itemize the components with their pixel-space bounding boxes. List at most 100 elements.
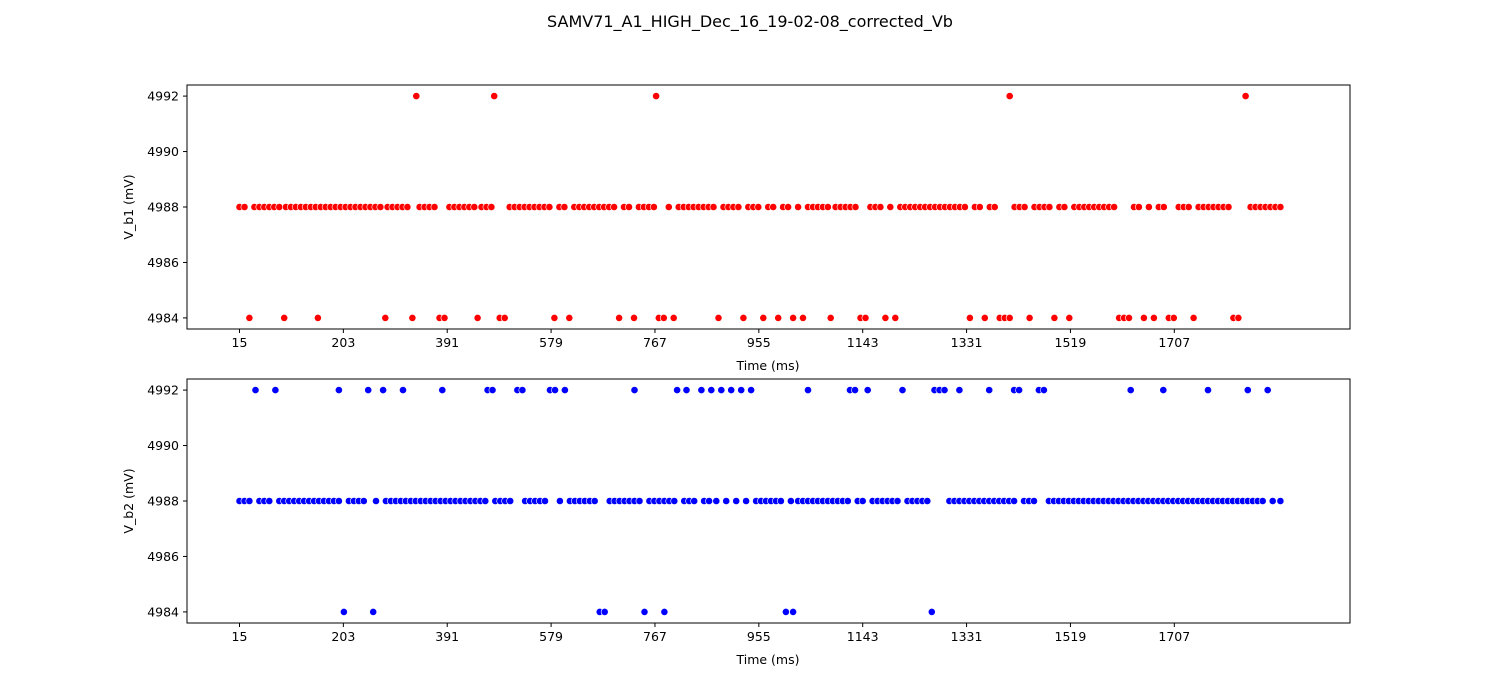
vb1-point [550,313,559,322]
vb2-point [717,386,726,394]
vb1-point [881,313,890,322]
vb2-point [682,386,691,394]
vb2-point [893,497,902,505]
vb2-point [727,386,736,394]
vb1-point [1145,203,1153,211]
vb2-point [334,497,343,505]
vb1-point [734,203,743,211]
vb1-point [1159,203,1168,211]
vb2-point [590,497,599,505]
vb1-point [759,313,768,322]
vb1-point [784,203,792,211]
vb2-point [1015,386,1023,394]
vb2-point [339,608,348,616]
vb1-point [1025,313,1034,322]
vb1-point [313,313,322,322]
vb1-point [1224,203,1233,211]
figure-title: SAMV71_A1_HIGH_Dec_16_19-02-08_corrected… [547,12,953,32]
vb2-point [518,386,527,394]
vb2-point [1258,497,1267,505]
vb2-point [858,497,867,505]
vb1-point [769,203,778,211]
vb2-x-tick-label: 203 [331,629,355,644]
vb2-x-tick-label: 1519 [1055,629,1087,644]
vb2-point [481,497,490,505]
vb1-point [774,313,783,322]
vb1-point [470,203,479,211]
vb2-point [1159,386,1168,394]
vb2-point [1010,497,1018,505]
vb1-point [990,203,999,211]
vb1-y-tick-label: 4990 [147,144,179,159]
vb1-y-tick-label: 4992 [147,89,179,104]
vb2-point [1204,386,1212,394]
vb1-point [487,203,496,211]
vb2-point [635,497,644,505]
vb1-point [1140,313,1148,322]
vb2-point [697,386,706,394]
vb1-x-tick-label: 1707 [1158,335,1190,350]
vb1-point [430,203,439,211]
vb2-point [271,386,280,394]
vb2-point [369,608,378,616]
vb2-y-tick-label: 4988 [147,494,179,509]
vb2-point [372,497,380,505]
vb2-point [1040,386,1048,394]
vb1-point [714,313,723,322]
vb1-point [794,203,802,211]
vb2-point [851,386,859,394]
vb2-point [737,386,746,394]
vb2-x-tick-label: 1143 [847,629,879,644]
vb2-point [985,386,994,394]
vb1-point [650,203,658,211]
vb2-points [235,386,1285,616]
vb1-point [754,203,763,211]
vb1-point [861,313,870,322]
vb2-point [722,497,731,505]
vb1-x-tick-label: 1331 [951,335,983,350]
vb1-x-tick-label: 15 [232,335,248,350]
vb1-point [280,313,289,322]
vb2-point [705,497,713,505]
vb1-point [799,313,807,322]
vb2-point [747,386,755,394]
vb2-point [1030,497,1038,505]
vb1-point [876,203,885,211]
vb1-point [966,313,974,322]
vb2-point [359,497,368,505]
vb1-y-axis-label: V_b1 (mV) [121,174,136,239]
vb2-x-tick-label: 767 [643,629,667,644]
vb2-y-tick-label: 4990 [147,438,179,453]
vb2-y-axis-label: V_b2 (mV) [121,468,136,533]
vb1-point [826,313,835,322]
vb1-point [440,313,449,322]
vb1-point [376,203,385,211]
vb2-point [556,497,564,505]
vb1-point [659,313,668,322]
vb2-point [630,386,639,394]
vb2-point [251,386,260,394]
vb1-x-ticks: 15 203 391 579 767 955 1143 1331 1519 1707 [232,329,1190,350]
vb1-point [1276,203,1285,211]
vb1-point [961,203,969,211]
vb1-point [709,203,718,211]
vb1-point [560,203,569,211]
vb1-point [789,313,797,322]
vb2-point [660,608,669,616]
vb1-point [545,203,554,211]
vb1-point [851,203,860,211]
vb1-point [669,313,678,322]
vb2-point [782,608,790,616]
vb1-point [381,313,390,322]
vb2-point [940,386,949,394]
vb1-y-tick-label: 4988 [147,200,179,215]
vb1-point [1020,203,1029,211]
vb1-point [1184,203,1193,211]
vb1-points [235,92,1285,322]
vb2-point [843,497,852,505]
vb2-point [640,608,649,616]
vb2-x-axis-label: Time (ms) [735,652,799,667]
vb2-point [670,497,679,505]
vb1-point [565,313,574,322]
